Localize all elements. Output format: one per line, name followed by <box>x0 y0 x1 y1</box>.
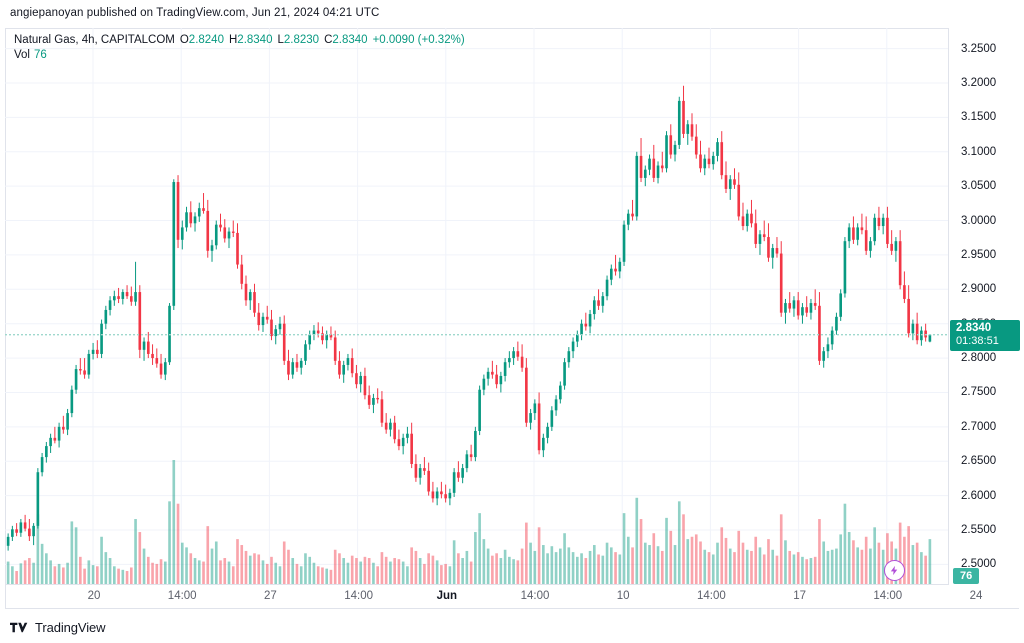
time-tick-1400: 14:00 <box>873 590 903 602</box>
legend-close-value: 2.8340 <box>332 34 368 46</box>
legend-ohlc-row: Natural Gas, 4h, CAPITALCOM O2.8240 H2.834… <box>14 33 465 48</box>
price-tick-2.8000: 2.8000 <box>961 352 997 365</box>
current-price-value: 2.8340 <box>956 321 992 334</box>
realtime-data-badge[interactable] <box>884 560 905 581</box>
lightning-bolt-icon <box>890 565 898 576</box>
price-tick-2.5000: 2.5000 <box>961 558 997 571</box>
time-tick-1400: 14:00 <box>167 590 197 602</box>
legend-low-value: 2.8230 <box>283 34 320 46</box>
tradingview-footer[interactable]: TradingView <box>10 620 106 635</box>
legend-volume-row: Vol 76 <box>14 48 465 63</box>
price-tick-3.2000: 3.2000 <box>961 77 997 89</box>
price-tick-2.9000: 2.9000 <box>961 283 997 296</box>
price-tick-2.7500: 2.7500 <box>961 386 997 399</box>
price-tick-2.9500: 2.9500 <box>961 248 997 261</box>
legend-high-label: H <box>228 34 238 46</box>
time-scale[interactable]: 20 14:00 27 14:00 Jun 14:00 10 14:00 17 14:00 24 <box>5 585 1019 609</box>
bar-countdown-timer: 01:38:51 <box>956 334 999 347</box>
candlestick-series <box>5 85 948 584</box>
tradingview-logo-icon <box>10 622 28 633</box>
time-tick-1400: 14:00 <box>344 590 373 602</box>
time-tick-27: 27 <box>263 590 277 602</box>
price-tick-2.7000: 2.7000 <box>961 420 997 433</box>
current-price-badge[interactable]: 2.8340 01:38:51 <box>950 319 1020 351</box>
chart-legend: Natural Gas, 4h, CAPITALCOM O2.8240 H2.834… <box>14 33 465 63</box>
legend-volume-label: Vol <box>14 49 30 61</box>
chart-plot-area[interactable] <box>5 28 948 585</box>
legend-open-label: O <box>179 34 189 46</box>
chart-gridlines <box>5 28 948 585</box>
tradingview-brand-label: TradingView <box>35 620 106 635</box>
price-tick-3.0500: 3.0500 <box>961 180 997 193</box>
price-tick-3.0000: 3.0000 <box>961 214 997 227</box>
time-tick-17: 17 <box>793 590 806 602</box>
volume-value-badge[interactable]: 76 <box>953 568 980 584</box>
legend-close-label: C <box>324 34 333 46</box>
time-tick-1400: 14:00 <box>697 590 726 602</box>
time-tick-Jun: Jun <box>436 590 458 602</box>
time-tick-20: 20 <box>87 590 101 602</box>
price-tick-3.1000: 3.1000 <box>961 145 997 158</box>
legend-change-value: +0.0090 (+0.32%) <box>372 34 465 46</box>
time-tick-1400: 14:00 <box>520 590 550 602</box>
publisher-line: angiepanoyan published on TradingView.co… <box>10 7 380 19</box>
legend-low-label: L <box>277 34 284 46</box>
legend-high-value: 2.8340 <box>237 34 273 46</box>
legend-open-value: 2.8240 <box>188 34 224 46</box>
legend-volume-value: 76 <box>34 49 47 61</box>
price-scale[interactable]: 3.2500 3.2000 3.1500 3.1000 3.0500 3.0000 2.95… <box>948 28 1024 585</box>
price-tick-2.5500: 2.5500 <box>961 523 997 536</box>
price-tick-3.2500: 3.2500 <box>961 42 997 55</box>
price-tick-2.6500: 2.6500 <box>961 455 997 468</box>
time-tick-24: 24 <box>969 590 983 602</box>
price-tick-3.1500: 3.1500 <box>961 111 997 124</box>
legend-symbol[interactable]: Natural Gas, 4h, CAPITALCOM <box>14 34 175 46</box>
time-tick-10: 10 <box>616 590 630 602</box>
price-tick-2.6000: 2.6000 <box>961 489 997 502</box>
